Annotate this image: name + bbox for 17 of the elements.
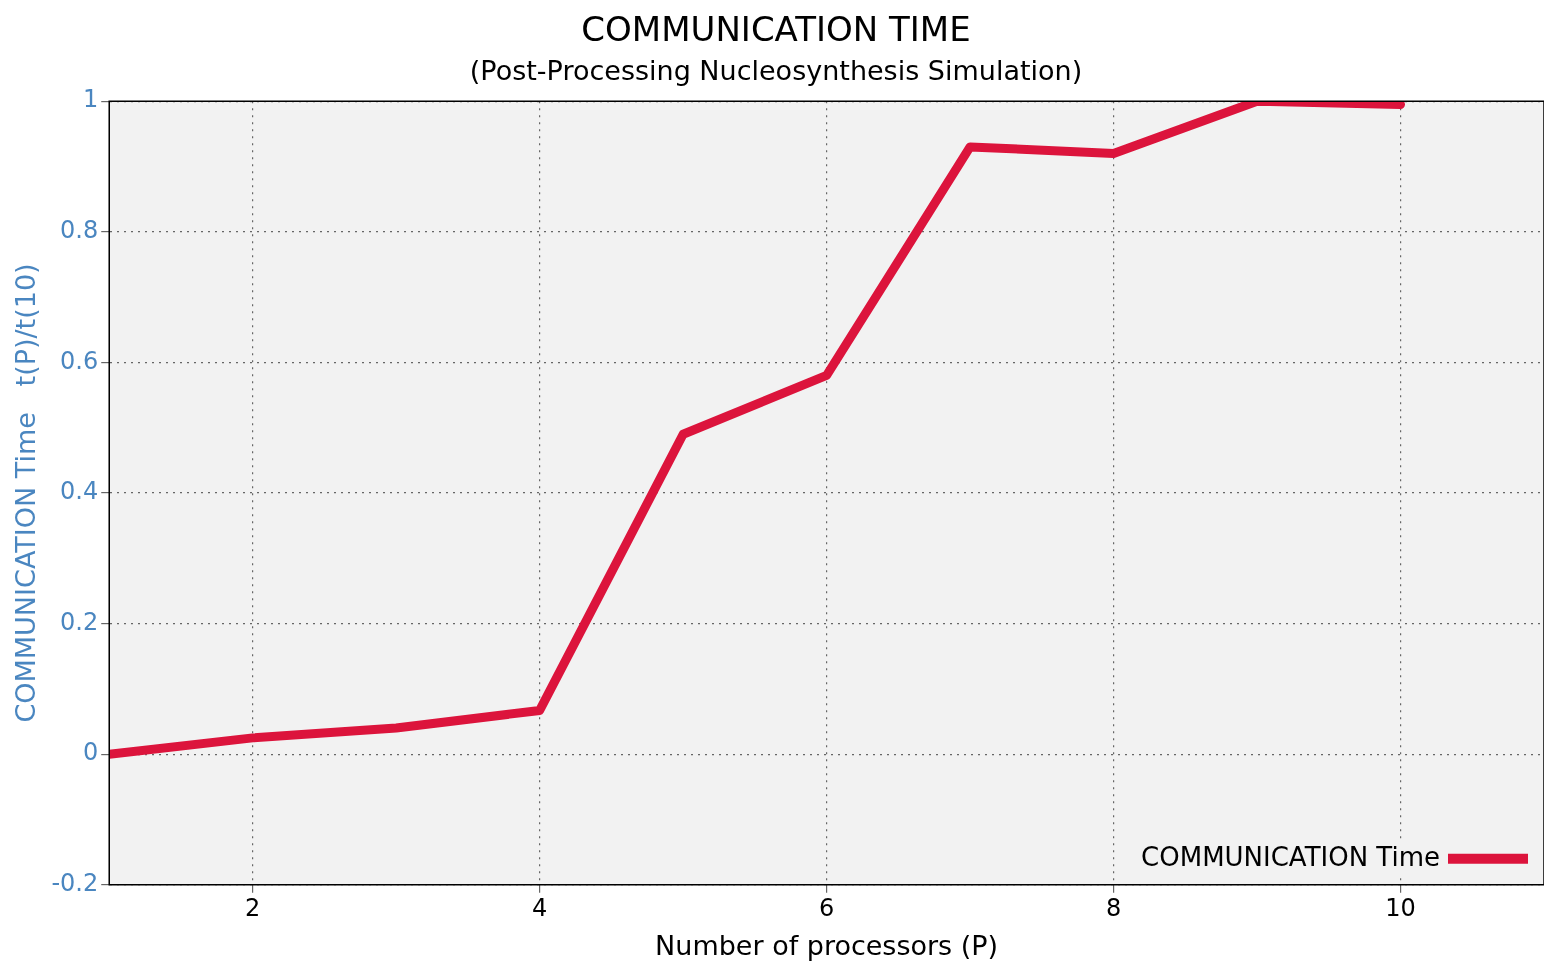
legend-label: COMMUNICATION Time [1141, 841, 1440, 872]
chart-subtitle: (Post-Processing Nucleosynthesis Simulation) [469, 55, 1083, 87]
y-tick-label: 0.4 [60, 477, 99, 506]
x-tick-label: 8 [1105, 894, 1122, 923]
y-tick-label: 0.6 [60, 346, 99, 375]
x-tick-label: 6 [818, 894, 835, 923]
chart-title: COMMUNICATION TIME [581, 9, 971, 50]
y-tick-label: -0.2 [51, 869, 99, 898]
x-tick-label: 10 [1385, 894, 1416, 923]
y-axis-title: COMMUNICATION Time t(P)/t(10) [10, 263, 42, 723]
y-tick-label: 0.8 [60, 216, 99, 245]
x-tick-label: 2 [245, 894, 261, 923]
x-tick-label: 4 [532, 894, 548, 923]
y-tick-label: 1 [82, 85, 99, 114]
x-axis-title: Number of processors (P) [655, 929, 999, 961]
y-tick-label: 0 [82, 738, 99, 767]
y-tick-label: 0.2 [60, 607, 99, 636]
